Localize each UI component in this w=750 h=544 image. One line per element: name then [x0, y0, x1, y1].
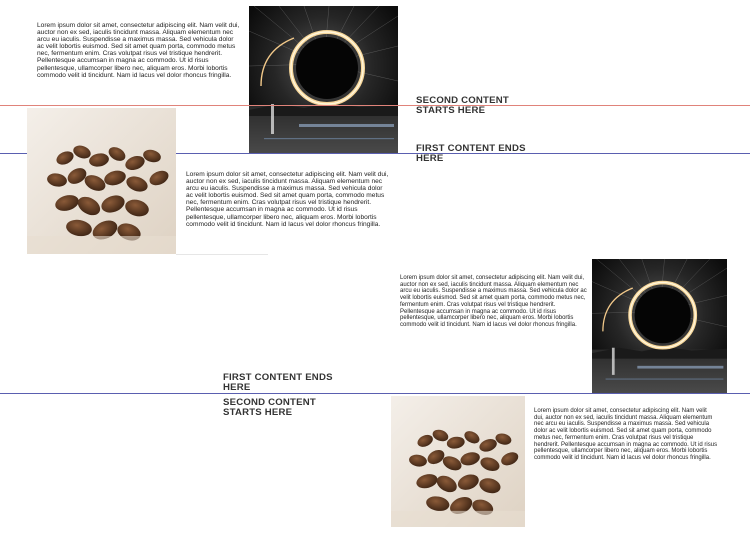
- light-painting-graphic-2: [592, 259, 727, 393]
- soft-divider: [176, 254, 268, 255]
- text-block-1: Lorem ipsum dolor sit amet, consectetur …: [37, 22, 240, 79]
- coffee-beans-graphic-2: [391, 396, 525, 527]
- second-content-start-label-1: SECOND CONTENT STARTS HERE: [416, 95, 509, 116]
- first-content-end-label-1: FIRST CONTENT ENDS HERE: [416, 143, 526, 164]
- second-content-start-label-2: SECOND CONTENT STARTS HERE: [223, 397, 316, 418]
- light-painting-image-2: [592, 259, 727, 393]
- text-block-2: Lorem ipsum dolor sit amet, consectetur …: [186, 171, 389, 228]
- first-content-end-label-2: FIRST CONTENT ENDS HERE: [223, 372, 333, 393]
- second-content-start-line-1: [0, 105, 750, 106]
- coffee-beans-graphic: [27, 108, 176, 254]
- coffee-beans-image-2: [391, 396, 525, 527]
- text-block-4: Lorem ipsum dolor sit amet, consectetur …: [534, 408, 718, 461]
- first-content-end-line-2: [0, 393, 750, 394]
- light-painting-image-1: [249, 6, 398, 154]
- coffee-beans-image-1: [27, 108, 176, 254]
- first-content-end-line-1: [0, 153, 750, 154]
- text-block-3: Lorem ipsum dolor sit amet, consectetur …: [400, 275, 587, 328]
- light-painting-graphic: [249, 6, 398, 154]
